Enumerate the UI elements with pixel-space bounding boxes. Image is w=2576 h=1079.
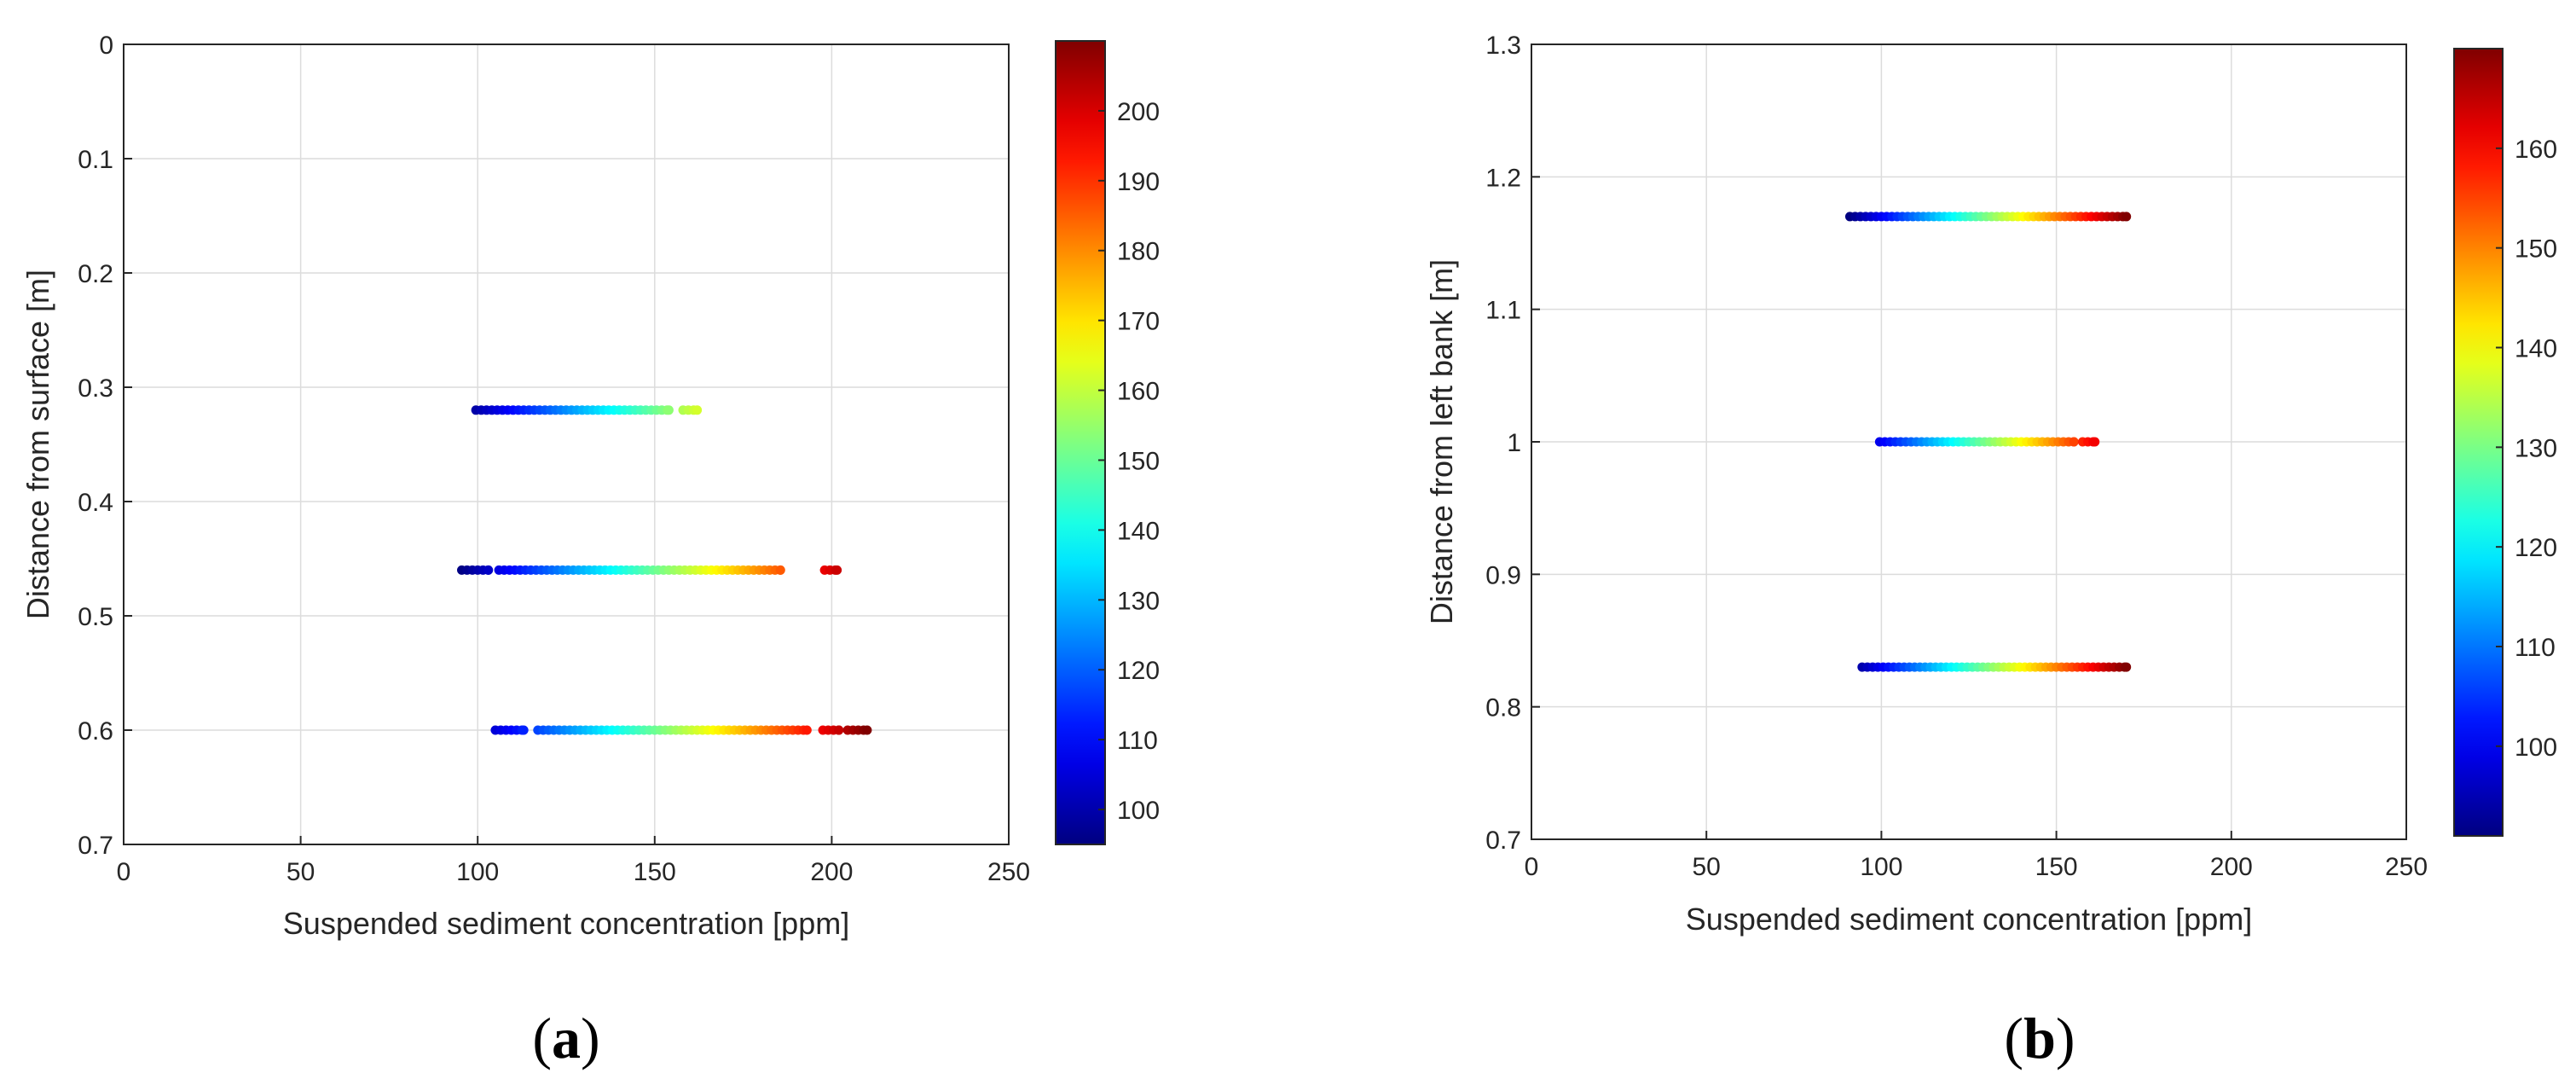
colorbar-tick-label: 200 <box>1117 98 1160 126</box>
colorbar-tick-label: 160 <box>1117 378 1160 406</box>
panel-caption: (b) <box>2004 1006 2075 1070</box>
colorbar-tick-label: 110 <box>1117 727 1158 755</box>
x-tick-label: 250 <box>2385 853 2428 881</box>
grid <box>1531 44 2406 839</box>
colorbar: 100 110 120 130 140 150 160 <box>2453 48 2557 837</box>
x-tick-label: 150 <box>2035 853 2078 881</box>
colorbar-tick-label: 130 <box>2515 434 2557 462</box>
y-tick-label: 0.9 <box>1485 561 1521 589</box>
data-point <box>518 725 529 735</box>
data-point <box>802 725 812 735</box>
colorbar-gradient <box>1055 40 1106 845</box>
data-point <box>832 565 842 575</box>
data-point <box>775 565 785 575</box>
data-point <box>663 405 674 415</box>
x-tick-label: 50 <box>1693 853 1721 881</box>
panel-b: 0 50 100 150 200 250 0.7 0.8 0.9 1 1.1 1.2 1.3 Susp… <box>1424 32 2557 1070</box>
x-tick-labels: 0 50 100 150 200 250 <box>117 836 1030 886</box>
data-points <box>457 405 872 735</box>
panel-caption: (a) <box>532 1006 599 1070</box>
x-tick-label: 100 <box>1860 853 1902 881</box>
data-point <box>2122 662 2132 672</box>
colorbar-tick-label: 140 <box>1117 517 1160 545</box>
y-tick-label: 1.2 <box>1485 164 1521 192</box>
y-tick-labels: 0.7 0.8 0.9 1 1.1 1.2 1.3 <box>1485 32 1540 855</box>
colorbar-tick-label: 130 <box>1117 587 1160 615</box>
colorbar-tick-label: 150 <box>1117 447 1160 475</box>
y-tick-label: 0.5 <box>78 603 113 631</box>
x-tick-label: 200 <box>2210 853 2253 881</box>
y-tick-label: 1 <box>1507 429 1521 457</box>
y-tick-label: 0.7 <box>1485 827 1521 855</box>
x-tick-label: 250 <box>987 858 1030 886</box>
colorbar-tick-label: 170 <box>1117 308 1160 336</box>
y-tick-label: 0.3 <box>78 374 113 403</box>
y-tick-label: 0.7 <box>78 832 113 860</box>
colorbar-tick-label: 180 <box>1117 238 1160 266</box>
panel-a: 0 50 100 150 200 250 0 0.1 0.2 0.3 0.4 0.5 0.6 0.7 S… <box>20 32 1160 1070</box>
colorbar-tick-label: 100 <box>1117 797 1160 825</box>
y-tick-label: 0.2 <box>78 260 113 288</box>
colorbar-tick-label: 150 <box>2515 235 2557 264</box>
data-point <box>483 565 494 575</box>
x-tick-label: 150 <box>634 858 676 886</box>
colorbar-tick-label: 100 <box>2515 734 2557 762</box>
x-tick-label: 50 <box>287 858 315 886</box>
colorbar-gradient <box>2453 48 2504 837</box>
colorbar-tick-label: 140 <box>2515 335 2557 363</box>
y-tick-label: 0.4 <box>78 489 113 517</box>
data-point <box>834 725 844 735</box>
data-point <box>692 405 703 415</box>
colorbar: 100 110 120 130 140 150 160 170 180 190 200 <box>1055 40 1160 845</box>
y-tick-label: 1.1 <box>1485 297 1521 325</box>
x-tick-label: 0 <box>117 858 131 886</box>
y-axis-label: Distance from left bank [m] <box>1424 259 1459 624</box>
colorbar-tick-label: 120 <box>2515 534 2557 562</box>
colorbar-tick-label: 110 <box>2515 634 2556 662</box>
data-points <box>1844 212 2132 672</box>
data-point <box>862 725 872 735</box>
y-tick-label: 0.1 <box>78 146 113 174</box>
y-tick-label: 0.8 <box>1485 694 1521 722</box>
x-tick-label: 0 <box>1525 853 1539 881</box>
colorbar-tick-label: 120 <box>1117 657 1160 685</box>
x-tick-labels: 0 50 100 150 200 250 <box>1525 831 2428 881</box>
x-axis-label: Suspended sediment concentration [ppm] <box>283 906 849 941</box>
plot-frame <box>123 44 1010 845</box>
colorbar-tick-label: 190 <box>1117 168 1160 196</box>
data-point <box>2069 437 2079 447</box>
y-tick-label: 1.3 <box>1485 32 1521 60</box>
x-axis-label: Suspended sediment concentration [ppm] <box>1686 902 2252 937</box>
y-tick-labels: 0 0.1 0.2 0.3 0.4 0.5 0.6 0.7 <box>78 32 132 860</box>
data-point <box>2090 437 2100 447</box>
x-tick-label: 100 <box>456 858 499 886</box>
data-point <box>2122 212 2132 222</box>
y-tick-label: 0.6 <box>78 717 113 745</box>
x-tick-label: 200 <box>810 858 853 886</box>
y-axis-label: Distance from surface [m] <box>20 270 55 619</box>
colorbar-tick-label: 160 <box>2515 136 2557 164</box>
y-tick-label: 0 <box>99 32 113 60</box>
